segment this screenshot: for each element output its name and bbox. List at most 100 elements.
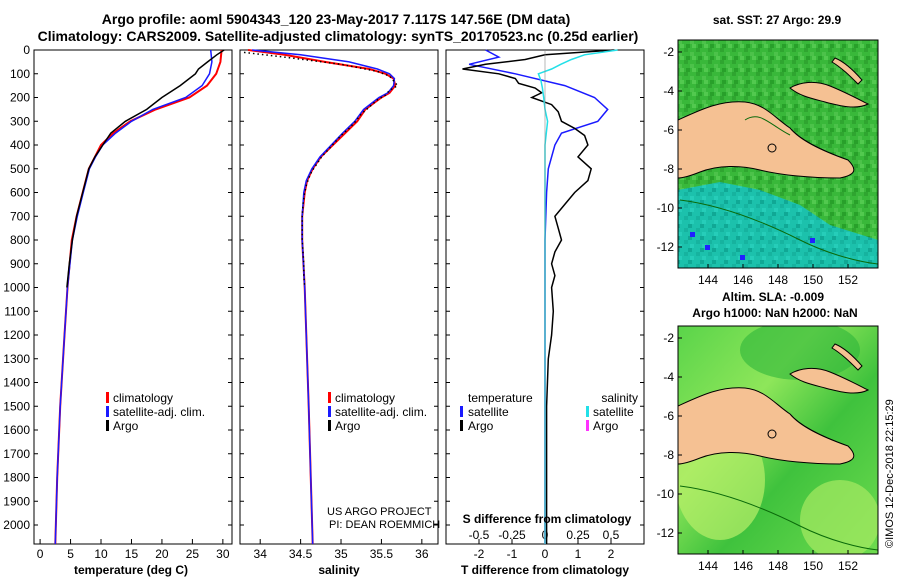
legend-swatch-s-satellite (586, 406, 589, 417)
s-difference-axis: -0.5 -0.25 0 0.25 0.5 (469, 528, 620, 544)
legend-satellite: satellite-adj. clim. (335, 405, 427, 419)
map-x-tick-label: 150 (803, 273, 823, 287)
series-line-1-0 (247, 49, 397, 545)
map-y-tick-label: -2 (663, 331, 674, 345)
pi-credit: PI: DEAN ROEMMICH (329, 519, 440, 531)
x-tick-label: 30 (216, 547, 230, 561)
depth-tick-label: 1800 (3, 471, 30, 485)
x-tick-label: 20 (155, 547, 169, 561)
x-tick-label: 1 (575, 547, 582, 561)
map-y-tick-label: -12 (657, 240, 675, 254)
depth-tick-label: 1000 (3, 281, 30, 295)
sst-cool-water (678, 182, 878, 268)
x-tick-label: 25 (186, 547, 200, 561)
legend-s-satellite: satellite (593, 405, 634, 419)
series-line-2-0 (468, 49, 609, 544)
new-ireland-island (831, 343, 863, 371)
x-tick-label: -2 (474, 547, 485, 561)
map-sla (678, 326, 878, 554)
profile-series (54, 49, 618, 545)
t-difference-xlabel: T difference from climatology (461, 563, 629, 577)
map-y-tick-label: -8 (663, 448, 674, 462)
map-y-tick-label: -4 (663, 84, 674, 98)
depth-tick-label: 200 (10, 91, 30, 105)
s-difference-xlabel: S difference from climatology (463, 512, 632, 526)
depth-tick-label: 1500 (3, 399, 30, 413)
legend-swatch-satellite (106, 406, 109, 417)
new-britain-island (789, 81, 870, 108)
map-y-tick-label: -2 (663, 45, 674, 59)
map-y-tick-label: -8 (663, 162, 674, 176)
salinity-legend: climatology satellite-adj. clim. Argo (328, 391, 427, 433)
x-tick-label: 10 (94, 547, 108, 561)
series-line-0-2 (66, 49, 225, 288)
depth-tick-label: 500 (10, 162, 30, 176)
new-britain-island (789, 367, 870, 394)
legend-salinity-heading: salinity (601, 391, 638, 405)
x-tick-label: -1 (507, 547, 518, 561)
map-x-tick-label: 144 (698, 559, 718, 573)
map-y-tick-label: -10 (657, 201, 675, 215)
project-credit: US ARGO PROJECT (327, 506, 432, 518)
depth-tick-label: 900 (10, 257, 30, 271)
legend-swatch-t-argo (460, 420, 463, 431)
legend-s-argo: Argo (593, 419, 619, 433)
map-sst-title: sat. SST: 27 Argo: 29.9 (713, 13, 842, 27)
legend-swatch-argo (106, 420, 109, 431)
imos-timestamp: ©IMOS 12-Dec-2018 22:15:29 (884, 399, 896, 548)
legend-argo: Argo (113, 419, 139, 433)
map-x-tick-label: 148 (768, 273, 788, 287)
salinity-x-axis: 34 34.5 35 35.5 36 (254, 539, 429, 561)
series-line-0-1 (54, 49, 213, 545)
depth-tick-label: 1200 (3, 328, 30, 342)
map-sst (678, 40, 878, 268)
new-ireland-island (831, 57, 863, 85)
depth-tick-label: 600 (10, 186, 30, 200)
legend-argo: Argo (335, 419, 361, 433)
legend-swatch-climatology (328, 392, 331, 403)
map-x-tick-label: 150 (803, 559, 823, 573)
x-tick-label: -0.25 (498, 528, 526, 542)
new-guinea-landmass (678, 387, 855, 465)
argo-position-marker (767, 429, 777, 439)
temperature-panel (33, 49, 233, 545)
temperature-legend: climatology satellite-adj. clim. Argo (106, 391, 205, 433)
argo-position-marker (767, 143, 777, 153)
depth-tick-label: 1300 (3, 352, 30, 366)
x-tick-label: 0 (37, 547, 44, 561)
difference-legend-temperature: temperature satellite Argo (460, 391, 533, 433)
series-line-2-2 (537, 49, 618, 544)
map-y-tick-label: -10 (657, 487, 675, 501)
map-sla-title: Altim. SLA: -0.009 (722, 290, 824, 304)
depth-tick-label: 1600 (3, 423, 30, 437)
series-line-0-0 (54, 49, 223, 545)
depth-tick-label: 100 (10, 67, 30, 81)
legend-climatology: climatology (335, 391, 395, 405)
x-tick-label: 2 (608, 547, 615, 561)
legend-satellite: satellite-adj. clim. (113, 405, 205, 419)
plot-title-line1: Argo profile: aoml 5904343_120 23-May-20… (102, 11, 570, 27)
map-y-tick-label: -6 (663, 409, 674, 423)
depth-tick-label: 0 (23, 43, 30, 57)
map-sst-axes: 144 146 148 150 152 -2 -4 -6 -8 -10 -12 (657, 45, 859, 287)
depth-tick-label: 400 (10, 138, 30, 152)
map-sla-subtitle: Argo h1000: NaN h2000: NaN (692, 306, 857, 320)
depth-tick-label: 1400 (3, 376, 30, 390)
map-x-tick-label: 152 (838, 273, 858, 287)
x-tick-label: 35 (334, 547, 348, 561)
depth-tick-label: 1100 (4, 304, 30, 318)
map-x-tick-label: 144 (698, 273, 718, 287)
legend-t-satellite: satellite (468, 405, 509, 419)
depth-tick-label: 300 (10, 114, 30, 128)
depth-axis: 0 100 200 300 400 500 600 700 800 900 1000 1100 1200… (3, 43, 644, 532)
legend-swatch-s-argo (586, 420, 589, 431)
x-tick-label: 34 (254, 547, 268, 561)
x-tick-label: 34.5 (289, 547, 313, 561)
legend-swatch-climatology (106, 392, 109, 403)
depth-tick-label: 700 (10, 209, 30, 223)
salinity-xlabel: salinity (318, 563, 360, 577)
series-line-1-1 (252, 49, 396, 545)
difference-x-axis: -2 -1 0 1 2 (474, 539, 615, 561)
series-line-1-2 (243, 51, 399, 288)
